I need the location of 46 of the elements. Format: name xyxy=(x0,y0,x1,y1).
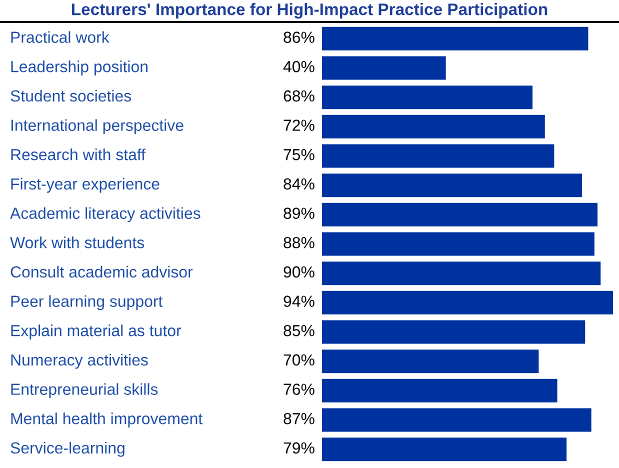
bar xyxy=(322,350,539,374)
bar xyxy=(322,144,554,168)
y-tick-label: Numeracy activities xyxy=(11,354,148,369)
bar xyxy=(322,378,558,402)
y-tick-label: International perspective xyxy=(11,119,184,134)
y-tick-label: Mental health improvement xyxy=(11,412,203,428)
data-label: 87% xyxy=(284,412,314,424)
bar xyxy=(322,408,592,432)
y-tick-label: Leadership position xyxy=(11,60,148,76)
data-label: 68% xyxy=(284,90,314,102)
data-label: 88% xyxy=(284,236,314,248)
data-label: 94% xyxy=(284,296,314,307)
data-label: 75% xyxy=(284,149,314,160)
y-tick-label: Academic literacy activities xyxy=(10,207,200,222)
y-tick-label: Student societies xyxy=(10,90,132,102)
bar xyxy=(322,202,598,226)
bar xyxy=(322,56,446,80)
y-tick-label: Practical work xyxy=(11,31,110,43)
bar xyxy=(322,290,613,314)
bar xyxy=(322,114,545,138)
y-tick-label: Consult academic advisor xyxy=(10,266,193,278)
y-tick-label: Entrepreneurial skills xyxy=(11,383,158,398)
data-label: 85% xyxy=(284,324,314,336)
y-tick-label: First-year experience xyxy=(11,178,160,193)
bar xyxy=(322,86,533,110)
data-label: 72% xyxy=(284,120,314,131)
bar xyxy=(322,174,582,198)
bar xyxy=(322,262,601,286)
data-label: 76% xyxy=(284,384,314,395)
data-label: 84% xyxy=(284,178,314,190)
y-tick-label: Explain material as tutor xyxy=(11,324,182,340)
data-label: 40% xyxy=(283,60,314,72)
data-label: 89% xyxy=(284,208,314,219)
bar xyxy=(322,438,567,462)
y-tick-label: Work with students xyxy=(10,236,144,248)
data-label: 90% xyxy=(284,266,314,278)
y-tick-label: Peer learning support xyxy=(11,295,163,310)
y-tick-label: Service-learning xyxy=(10,442,124,457)
data-label: 86% xyxy=(284,32,314,43)
y-tick-label: Research with staff xyxy=(11,148,146,160)
bar xyxy=(322,320,586,344)
data-label: 79% xyxy=(284,442,314,454)
data-label: 70% xyxy=(284,354,314,366)
chart-title: Lecturers' Importance for High-Impact Practice Participation xyxy=(72,3,548,19)
bar xyxy=(322,232,594,256)
bar xyxy=(322,26,588,50)
